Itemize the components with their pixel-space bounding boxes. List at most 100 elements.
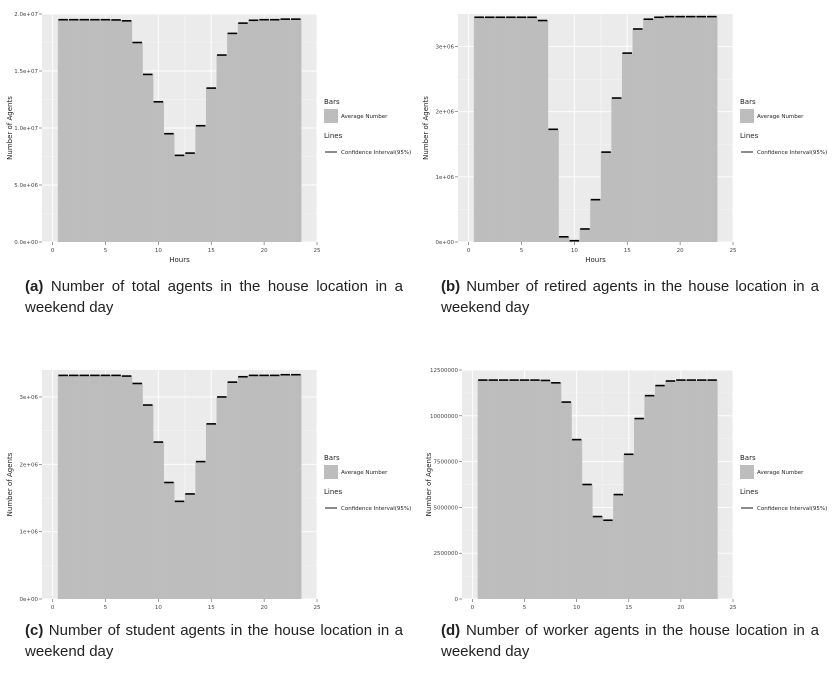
x-tick-label: 25 (314, 248, 321, 254)
bar (685, 16, 697, 243)
bar (216, 396, 228, 599)
bar (248, 20, 260, 242)
x-tick-label: 25 (730, 605, 737, 611)
bar (505, 17, 517, 243)
x-tick-label: 15 (208, 248, 215, 254)
caption-a-text: Number of total agents in the house loca… (25, 278, 403, 316)
bar (611, 98, 623, 242)
caption-a: (a) Number of total agents in the house … (25, 276, 403, 318)
caption-b-label: (b) (441, 278, 461, 295)
bar (600, 152, 612, 242)
bar (163, 133, 175, 242)
bar (110, 375, 122, 599)
bar (142, 405, 154, 599)
bar (477, 380, 489, 599)
legend-lines-title: Lines (324, 132, 343, 140)
bar (153, 442, 164, 599)
bar (498, 380, 510, 599)
y-tick-label: 1e+06 (20, 530, 39, 536)
x-tick-label: 20 (261, 605, 268, 611)
legend-bars-title: Bars (740, 98, 756, 106)
x-tick-label: 20 (677, 248, 684, 254)
legend-bars-title: Bars (324, 98, 340, 106)
chart-panel-c: 0e+00 1e+06 2e+06 3e+06 0 5 10 15 20 25 Hours Numbe… (0, 344, 416, 688)
bar (290, 374, 302, 599)
bar (248, 375, 260, 599)
y-axis-title: Number of Agents (422, 96, 430, 160)
y-tick-label: 3e+06 (436, 45, 455, 51)
legend-lines-title: Lines (740, 488, 759, 496)
x-axis-title: Hours (169, 256, 190, 264)
bar (227, 382, 238, 599)
bar (623, 454, 635, 599)
bar (258, 19, 270, 243)
legend-lines-label: Confidence Interval(95%) (341, 506, 411, 512)
x-tick-label: 0 (467, 248, 471, 254)
x-tick-label: 15 (625, 605, 632, 611)
bar (131, 42, 143, 242)
bar (654, 385, 666, 599)
legend-bars-label: Average Number (757, 114, 804, 120)
legend-bar-swatch (740, 109, 754, 123)
x-tick-label: 20 (677, 605, 684, 611)
chart-c: 0e+00 1e+06 2e+06 3e+06 0 5 10 15 20 25 Hours Numbe… (6, 370, 411, 614)
bar (644, 395, 656, 599)
y-tick-label: 5.0e+06 (14, 183, 38, 189)
bar (153, 101, 164, 242)
bar (227, 33, 238, 242)
bar (558, 236, 570, 242)
bar (68, 19, 80, 243)
bar (269, 19, 281, 243)
y-axis-title: Number of Agents (6, 452, 14, 516)
legend-lines-title: Lines (740, 132, 759, 140)
bar (279, 19, 291, 242)
bar (675, 380, 687, 599)
legend-lines-label: Confidence Interval(95%) (341, 150, 411, 156)
x-tick-label: 10 (573, 605, 580, 611)
bar (216, 55, 228, 242)
bar (632, 28, 644, 243)
chart-a: 0.0e+00 5.0e+06 1.0e+07 1.5e+07 2.0e+07 0 5 10 1… (6, 12, 411, 264)
x-axis-title: Hours (585, 256, 606, 264)
bar (237, 23, 249, 243)
bar (57, 375, 69, 599)
bar (592, 516, 604, 599)
bar (290, 19, 302, 242)
bar (184, 153, 196, 242)
bar (495, 17, 506, 243)
y-tick-label: 0 (455, 597, 459, 603)
y-tick-label: 0e+00 (436, 240, 455, 246)
y-tick-label: 2500000 (434, 551, 459, 557)
bar (237, 376, 249, 599)
bar (633, 418, 645, 599)
y-tick-label: 2.0e+07 (14, 12, 38, 18)
legend-lines-title: Lines (324, 488, 343, 496)
bar (68, 375, 80, 599)
bar (131, 383, 143, 599)
y-tick-label: 0e+00 (20, 597, 39, 603)
bar (121, 20, 133, 243)
caption-a-label: (a) (25, 278, 44, 295)
bar (665, 380, 676, 599)
bar (269, 375, 281, 599)
legend-bars-label: Average Number (341, 470, 388, 476)
bar (89, 19, 101, 243)
caption-b: (b) Number of retired agents in the hous… (441, 276, 819, 318)
bar (184, 493, 196, 599)
legend-lines-label: Confidence Interval(95%) (757, 150, 827, 156)
legend-bars-title: Bars (324, 454, 340, 462)
x-tick-label: 15 (208, 605, 215, 611)
bar (516, 17, 528, 243)
bar (519, 380, 531, 599)
y-tick-label: 1.5e+07 (14, 69, 38, 75)
bar (643, 19, 654, 243)
x-tick-label: 25 (314, 605, 321, 611)
y-tick-label: 12500000 (430, 368, 458, 374)
bar (488, 380, 499, 599)
bar (195, 461, 207, 599)
bar (537, 20, 549, 243)
caption-d: (d) Number of worker agents in the house… (441, 620, 819, 662)
bar (621, 53, 633, 243)
x-tick-label: 0 (471, 605, 475, 611)
bar (581, 484, 593, 599)
